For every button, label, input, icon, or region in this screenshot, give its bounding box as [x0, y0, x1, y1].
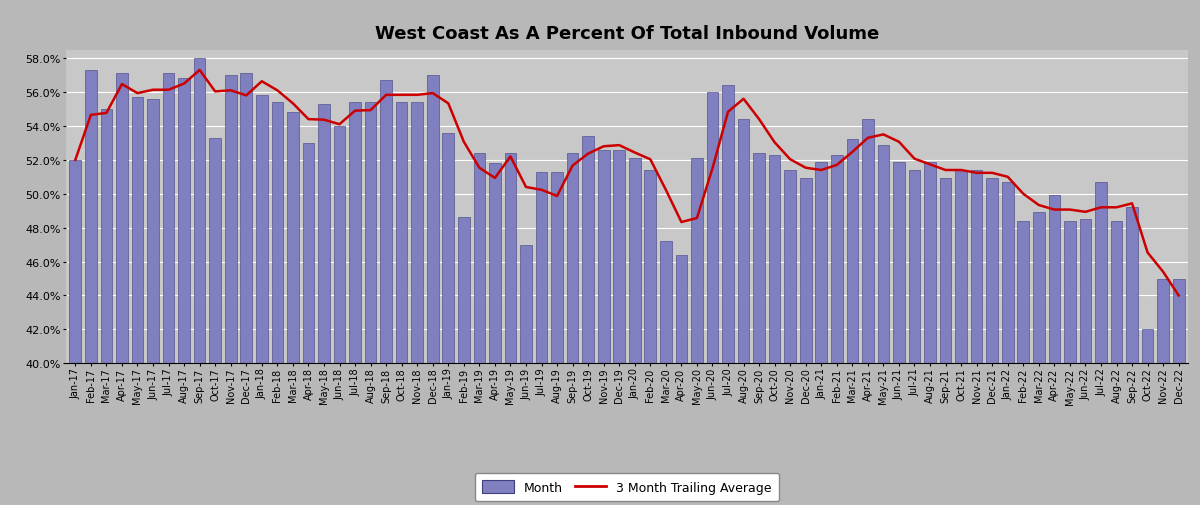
Bar [691, 159, 703, 505]
Bar [412, 103, 424, 505]
Bar [582, 137, 594, 505]
Title: West Coast As A Percent Of Total Inbound Volume: West Coast As A Percent Of Total Inbound… [374, 25, 880, 43]
Bar [566, 154, 578, 505]
Bar [520, 245, 532, 505]
Bar [209, 138, 221, 505]
Bar [738, 120, 749, 505]
Bar [955, 171, 967, 505]
Bar [1033, 213, 1045, 505]
Bar [256, 96, 268, 505]
Bar [1127, 208, 1138, 505]
Bar [769, 156, 780, 505]
Bar [163, 74, 174, 505]
Bar [629, 159, 641, 505]
Bar [505, 154, 516, 505]
Bar [940, 179, 952, 505]
Bar [132, 98, 143, 505]
Bar [551, 172, 563, 505]
Bar [924, 162, 936, 505]
Bar [785, 171, 796, 505]
Bar [800, 179, 811, 505]
Bar [224, 76, 236, 505]
Bar [986, 179, 998, 505]
Bar [846, 140, 858, 505]
Bar [676, 256, 688, 505]
Bar [179, 79, 190, 505]
Bar [1172, 279, 1184, 505]
Bar [148, 99, 158, 505]
Bar [365, 103, 377, 505]
Bar [598, 150, 610, 505]
Bar [1049, 196, 1060, 505]
Bar [116, 74, 127, 505]
Bar [334, 127, 346, 505]
Bar [660, 242, 672, 505]
Bar [349, 103, 361, 505]
Bar [287, 113, 299, 505]
Bar [613, 150, 625, 505]
Bar [644, 171, 656, 505]
Bar [85, 71, 97, 505]
Bar [722, 86, 734, 505]
Bar [240, 74, 252, 505]
Bar [754, 154, 764, 505]
Bar [707, 93, 719, 505]
Bar [474, 154, 485, 505]
Bar [490, 164, 500, 505]
Bar [427, 76, 438, 505]
Bar [1157, 279, 1169, 505]
Bar [535, 172, 547, 505]
Bar [1002, 182, 1014, 505]
Bar [443, 133, 454, 505]
Bar [271, 103, 283, 505]
Bar [1096, 182, 1106, 505]
Bar [862, 120, 874, 505]
Bar [318, 105, 330, 505]
Bar [830, 156, 842, 505]
Bar [70, 161, 82, 505]
Bar [908, 171, 920, 505]
Bar [971, 171, 983, 505]
Bar [1080, 220, 1091, 505]
Bar [816, 162, 827, 505]
Bar [101, 110, 113, 505]
Bar [1141, 330, 1153, 505]
Bar [877, 145, 889, 505]
Bar [396, 103, 408, 505]
Bar [194, 59, 205, 505]
Bar [1064, 221, 1075, 505]
Bar [1018, 221, 1030, 505]
Bar [893, 162, 905, 505]
Bar [1111, 221, 1122, 505]
Bar [302, 143, 314, 505]
Bar [458, 218, 469, 505]
Legend: Month, 3 Month Trailing Average: Month, 3 Month Trailing Average [475, 473, 779, 501]
Bar [380, 81, 392, 505]
